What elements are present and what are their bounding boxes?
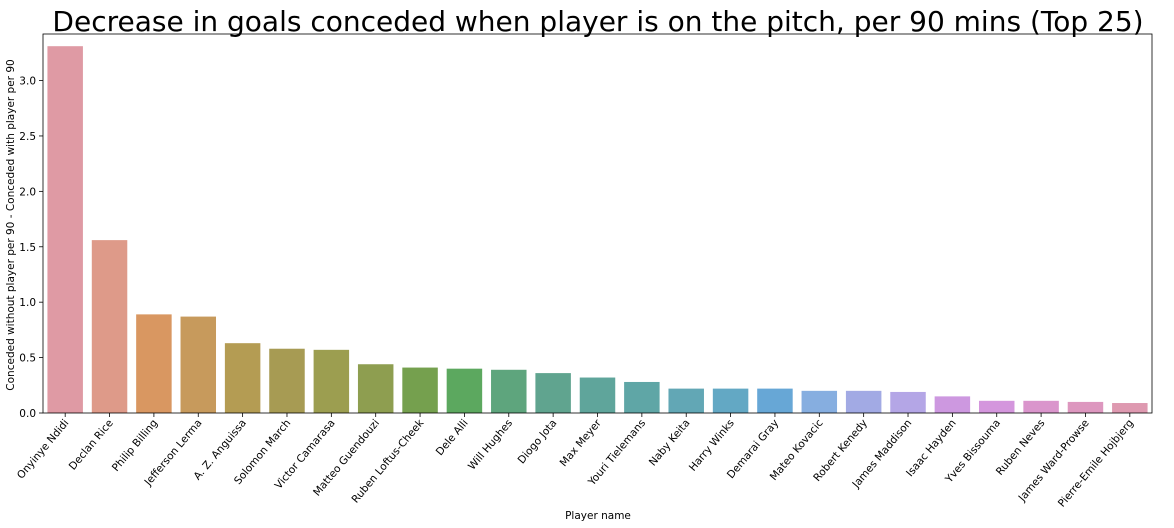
bar xyxy=(978,400,1015,413)
bar xyxy=(890,391,926,413)
bar xyxy=(801,390,838,413)
bar xyxy=(624,381,660,413)
x-tick-label: Philip Billing xyxy=(110,417,160,474)
x-tick-label: Pierre-Emile Hojbjerg xyxy=(1056,417,1136,509)
y-tick-label: 1.5 xyxy=(19,242,36,254)
x-tick-label: Onyinye Ndidi xyxy=(15,417,72,481)
y-tick-label: 0.0 xyxy=(19,408,36,420)
bar xyxy=(845,390,882,413)
x-tick-label: Diogo Jota xyxy=(516,417,560,466)
x-tick-label: Declan Rice xyxy=(67,417,116,472)
bar xyxy=(357,364,394,413)
bar xyxy=(1112,403,1148,413)
bar xyxy=(47,46,83,413)
y-axis-ticks: 0.0 0.5 1.0 1.5 2.0 2.5 3.0 xyxy=(19,76,43,420)
y-tick-label: 2.5 xyxy=(19,131,36,143)
bar xyxy=(1023,400,1059,413)
bar xyxy=(269,348,305,413)
x-tick-label: Will Hughes xyxy=(466,417,515,472)
bar xyxy=(757,388,793,413)
bar xyxy=(1067,401,1104,413)
bar xyxy=(91,240,128,413)
y-tick-label: 3.0 xyxy=(19,76,36,88)
x-tick-label: Harry Winks xyxy=(687,417,737,473)
bar xyxy=(934,396,971,413)
plot-frame xyxy=(42,33,1153,414)
x-axis-label: Player name xyxy=(565,510,631,522)
y-tick-label: 0.5 xyxy=(19,353,36,365)
x-tick-label: Naby Keita xyxy=(647,417,693,468)
bar xyxy=(224,343,261,413)
x-tick-label: Dele Alli xyxy=(434,417,471,458)
bar xyxy=(579,377,616,413)
bar xyxy=(491,369,527,413)
y-axis-label: Conceded without player per 90 - Concede… xyxy=(5,59,17,390)
bar xyxy=(446,368,483,413)
chart-title: Decrease in goals conceded when player i… xyxy=(52,5,1143,38)
bar xyxy=(136,314,172,413)
bar xyxy=(535,373,571,413)
x-tick-label: Max Meyer xyxy=(558,417,605,469)
y-tick-label: 1.0 xyxy=(19,297,36,309)
bar xyxy=(668,388,704,413)
bar xyxy=(712,388,749,413)
y-tick-label: 2.0 xyxy=(19,186,36,198)
bar xyxy=(402,367,438,413)
bar xyxy=(180,316,217,413)
bar xyxy=(313,349,350,413)
bars-group xyxy=(47,46,1148,413)
